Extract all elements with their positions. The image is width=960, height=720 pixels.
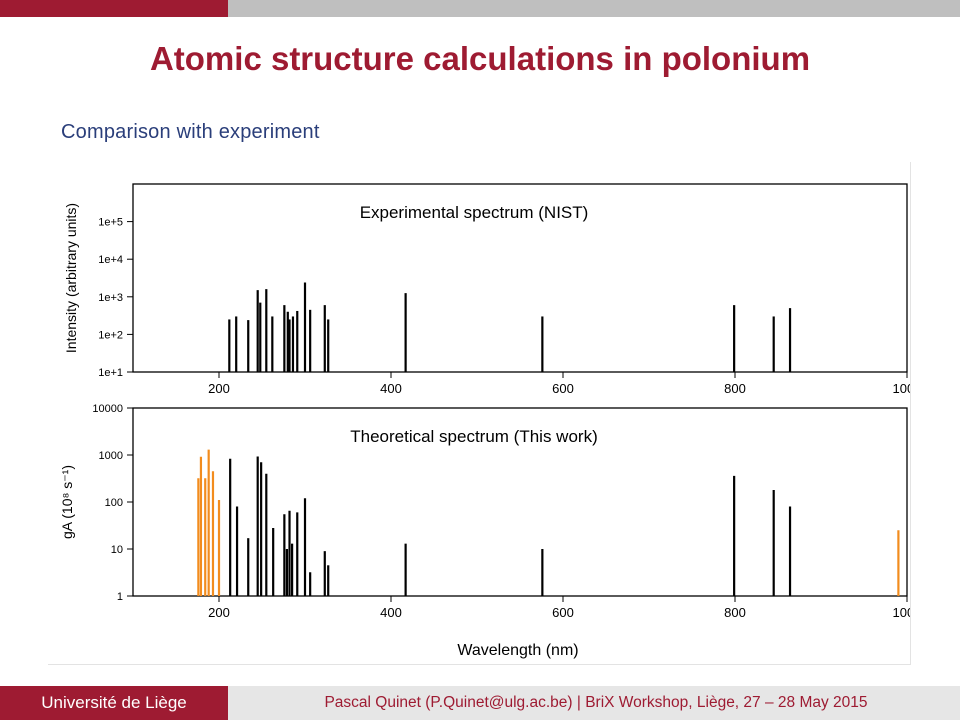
chart-panel-1: 200 400 600 800 1000 1e+1 1e+2 1e+3 1e+4 1e+5 Expe…	[63, 183, 910, 396]
y-axis-label: gA (10⁸ s⁻¹)	[59, 465, 75, 539]
spectrum-figure: 200 400 600 800 1000 1e+1 1e+2 1e+3 1e+4 1e+5 Expe…	[48, 162, 911, 665]
footer-brand-bar	[0, 686, 228, 720]
x-tick-label: 200	[208, 605, 230, 620]
footer-credit: Pascal Quinet (P.Quinet@ulg.ac.be) | Bri…	[324, 694, 868, 711]
x-tick-label: 200	[208, 381, 230, 396]
x-tick-label: 1000	[893, 381, 910, 396]
x-tick-label: 600	[552, 605, 574, 620]
y-tick-label: 1e+5	[98, 217, 123, 229]
top-gray-bar	[228, 0, 960, 17]
footer-bar	[228, 686, 960, 720]
y-tick-label: 1e+4	[98, 254, 123, 266]
y-tick-label: 1e+1	[98, 367, 123, 379]
top-accent-bar	[0, 0, 228, 17]
spectrum-chart: 200 400 600 800 1000 1e+1 1e+2 1e+3 1e+4 1e+5 Expe…	[59, 183, 910, 659]
x-tick-label: 400	[380, 605, 402, 620]
y-tick-label: 1e+2	[98, 329, 123, 341]
x-tick-label: 800	[724, 381, 746, 396]
y-tick-label: 1000	[99, 450, 123, 462]
x-axis-label: Wavelength (nm)	[457, 642, 578, 659]
y-tick-label: 10	[111, 544, 123, 556]
x-tick-label: 1000	[893, 605, 910, 620]
y-tick-label: 1	[117, 591, 123, 603]
panel-title: Experimental spectrum (NIST)	[360, 203, 589, 222]
x-tick-label: 800	[724, 605, 746, 620]
y-tick-label: 1e+3	[98, 292, 123, 304]
slide-title: Atomic structure calculations in poloniu…	[149, 40, 811, 77]
y-axis-label: Intensity (arbitrary units)	[63, 203, 79, 353]
university-name: Université de Liège	[41, 693, 187, 712]
y-tick-label: 10000	[92, 403, 123, 415]
plot-frame	[132, 183, 908, 373]
slide-subtitle: Comparison with experiment	[61, 121, 320, 143]
y-tick-label: 100	[105, 497, 123, 509]
x-tick-label: 400	[380, 381, 402, 396]
x-tick-label: 600	[552, 381, 574, 396]
panel-title: Theoretical spectrum (This work)	[350, 427, 598, 446]
chart-panel-2: 200 400 600 800 1000 1 10 100 1000 10000 Theoretic…	[59, 403, 910, 659]
